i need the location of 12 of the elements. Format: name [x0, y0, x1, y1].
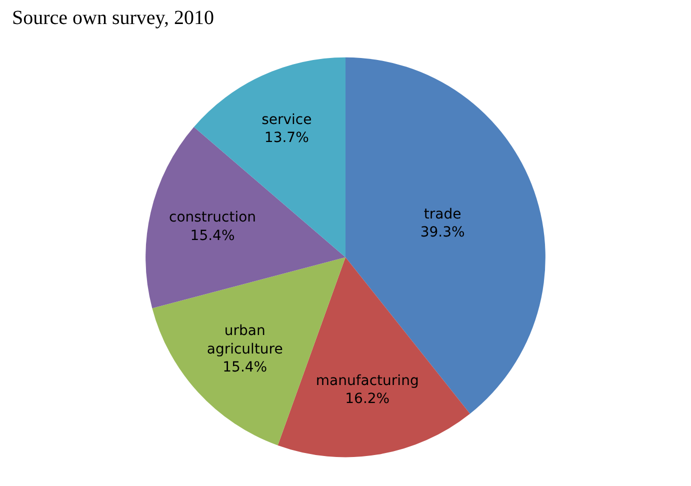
- data-label: 13.7%: [264, 130, 309, 146]
- data-label: 15.4%: [222, 360, 268, 376]
- slice-label: manufacturing: [316, 372, 419, 389]
- pie-slice: [146, 126, 346, 308]
- slice-label: service: [262, 112, 312, 128]
- source-note: Source own survey, 2010: [12, 7, 214, 29]
- slice-label: construction: [168, 210, 256, 226]
- slice-label: urban agriculture: [206, 323, 283, 358]
- data-label: 39.3%: [420, 224, 465, 240]
- data-label: 15.4%: [190, 228, 235, 244]
- slice-label: trade: [424, 206, 462, 222]
- data-label: 16.2%: [345, 391, 390, 408]
